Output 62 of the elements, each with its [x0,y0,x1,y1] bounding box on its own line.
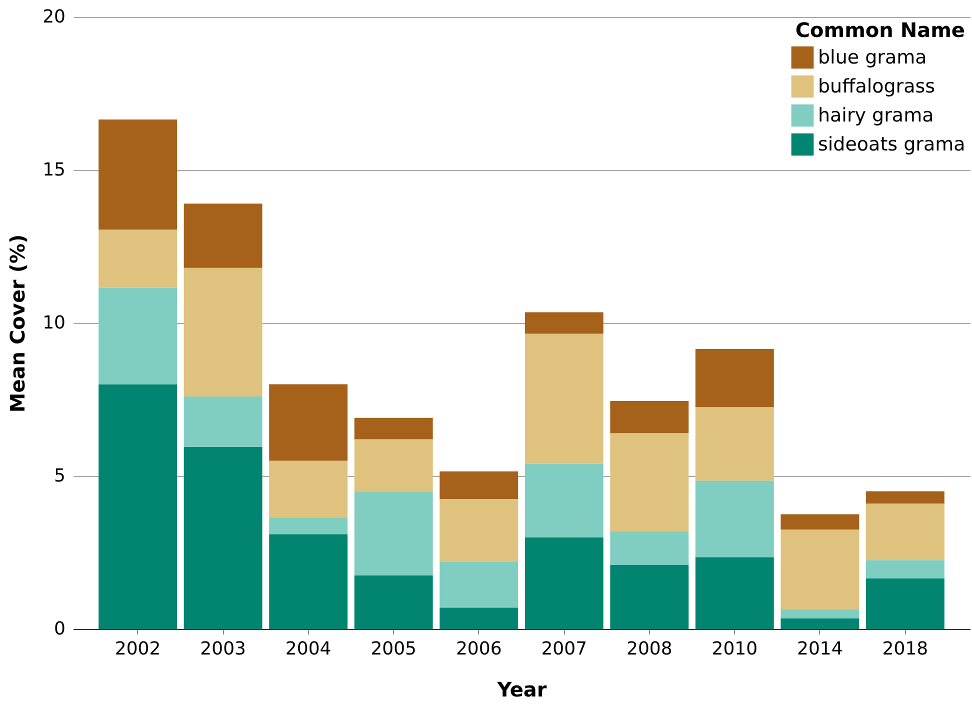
bar [610,401,689,434]
legend-label: sideoats grama [818,134,966,156]
x-tick-label: 2004 [285,638,332,660]
x-tick-label: 2018 [882,638,928,660]
bar [98,384,178,629]
bar [610,531,689,565]
bar [440,498,518,562]
legend-label: hairy grama [818,104,934,126]
bar [866,578,944,629]
bar [780,609,860,618]
bar [354,418,433,440]
bar [524,464,604,538]
bar [184,396,262,447]
y-axis-title: Mean Cover (%) [6,234,30,413]
legend-label: buffalograss [818,76,936,98]
x-axis-title: Year [496,678,547,702]
bar [695,349,774,408]
bar [610,564,689,629]
bar [780,514,860,530]
bar [98,120,178,230]
x-tick-label: 2008 [626,638,672,660]
x-tick-label: 2006 [456,638,502,660]
x-tick-label: 2010 [712,638,758,660]
bar [780,618,860,629]
x-tick-label: 2005 [370,638,417,660]
y-tick-label: 0 [54,618,66,640]
y-tick-label: 20 [42,6,66,28]
bar [866,560,944,579]
bar [695,557,774,629]
bar [866,491,944,504]
x-tick-label: 2014 [797,638,843,660]
x-tick-label: 2007 [541,638,588,660]
bar [184,446,262,629]
bar [440,562,518,608]
bar [184,268,262,396]
bar [780,530,860,610]
bar [695,480,774,558]
bar [354,439,433,492]
bar [269,384,348,461]
bar [524,334,604,464]
bar [524,537,604,629]
bar [610,433,689,532]
y-tick-label: 15 [42,160,66,180]
bar [269,460,348,518]
legend-label: blue grama [818,46,927,68]
bar [269,517,348,534]
x-tick-label: 2002 [114,638,161,660]
bar [98,288,178,384]
bar [354,491,433,576]
bar [98,230,178,288]
x-tick-label: 2003 [200,638,246,660]
legend-title: Common Name [795,18,965,42]
bar [184,204,262,268]
bar [440,471,518,499]
y-tick-label: 10 [42,312,66,334]
bar [440,608,518,629]
bar [524,312,604,334]
bar [866,504,944,560]
bar [354,575,433,629]
bar [695,407,774,481]
y-tick-label: 5 [54,466,66,486]
bar [269,534,348,629]
